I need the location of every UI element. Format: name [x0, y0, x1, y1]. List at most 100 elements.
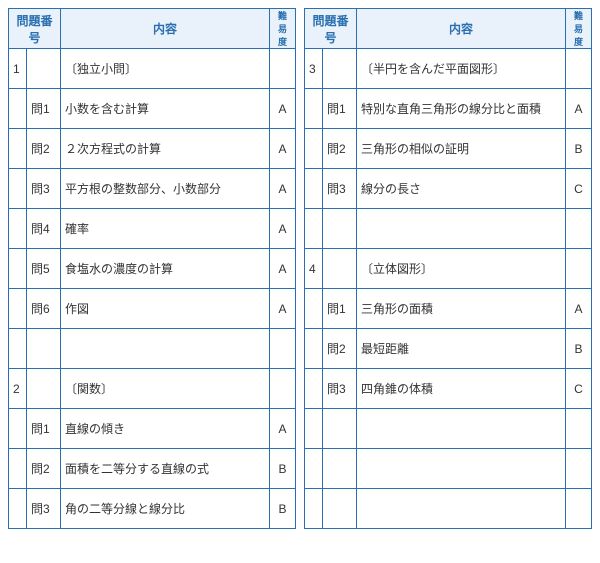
- cell-difficulty: A: [270, 289, 296, 329]
- cell-question-number: 問3: [323, 369, 357, 409]
- cell-section-number: 1: [9, 49, 27, 89]
- cell-content: 〔立体図形〕: [357, 249, 566, 289]
- cell-section-number: [305, 449, 323, 489]
- cell-difficulty: B: [566, 129, 592, 169]
- cell-content: 三角形の相似の証明: [357, 129, 566, 169]
- col-number: 問題番号: [9, 9, 61, 49]
- cell-section-number: [9, 89, 27, 129]
- cell-section-number: [9, 129, 27, 169]
- cell-content: 線分の長さ: [357, 169, 566, 209]
- table-row: 問1直線の傾きA: [9, 409, 296, 449]
- table-row: [305, 209, 592, 249]
- table-row: 問5食塩水の濃度の計算A: [9, 249, 296, 289]
- cell-question-number: [323, 249, 357, 289]
- cell-question-number: 問1: [323, 89, 357, 129]
- cell-section-number: [305, 289, 323, 329]
- cell-section-number: [305, 209, 323, 249]
- cell-question-number: 問1: [27, 409, 61, 449]
- table-row: [9, 329, 296, 369]
- cell-difficulty: A: [566, 289, 592, 329]
- cell-content: 食塩水の濃度の計算: [61, 249, 270, 289]
- cell-question-number: [27, 329, 61, 369]
- cell-content: [61, 329, 270, 369]
- cell-content: 平方根の整数部分、小数部分: [61, 169, 270, 209]
- table-row: 問4確率A: [9, 209, 296, 249]
- cell-section-number: [305, 89, 323, 129]
- table-row: 3〔半円を含んだ平面図形〕: [305, 49, 592, 89]
- cell-question-number: 問1: [323, 289, 357, 329]
- table-row: 問2面積を二等分する直線の式B: [9, 449, 296, 489]
- cell-section-number: [305, 129, 323, 169]
- table-row: 問3四角錐の体積C: [305, 369, 592, 409]
- cell-difficulty: B: [270, 489, 296, 529]
- cell-question-number: 問3: [323, 169, 357, 209]
- cell-section-number: [9, 489, 27, 529]
- cell-section-number: [9, 209, 27, 249]
- table-row: 2 〔関数〕: [9, 369, 296, 409]
- cell-difficulty: [566, 209, 592, 249]
- cell-question-number: 問2: [27, 449, 61, 489]
- cell-question-number: 問2: [27, 129, 61, 169]
- cell-difficulty: [270, 369, 296, 409]
- cell-difficulty: B: [566, 329, 592, 369]
- table-pair: 問題番号 内容 難易度 1〔独立小問〕問1小数を含む計算A問2２次方程式の計算A…: [8, 8, 592, 529]
- cell-difficulty: [566, 449, 592, 489]
- cell-question-number: 問6: [27, 289, 61, 329]
- cell-content: 最短距離: [357, 329, 566, 369]
- cell-difficulty: [270, 49, 296, 89]
- cell-content: 特別な直角三角形の線分比と面積: [357, 89, 566, 129]
- table-row: [305, 489, 592, 529]
- cell-question-number: 問3: [27, 169, 61, 209]
- cell-content: 小数を含む計算: [61, 89, 270, 129]
- cell-difficulty: A: [566, 89, 592, 129]
- cell-difficulty: [270, 329, 296, 369]
- cell-section-number: 4: [305, 249, 323, 289]
- col-difficulty: 難易度: [566, 9, 592, 49]
- cell-difficulty: [566, 489, 592, 529]
- cell-question-number: [323, 409, 357, 449]
- cell-question-number: [323, 449, 357, 489]
- table-left: 問題番号 内容 難易度 1〔独立小問〕問1小数を含む計算A問2２次方程式の計算A…: [8, 8, 296, 529]
- cell-content: 直線の傾き: [61, 409, 270, 449]
- table-row: 問2三角形の相似の証明B: [305, 129, 592, 169]
- cell-section-number: [9, 249, 27, 289]
- cell-section-number: [305, 409, 323, 449]
- cell-difficulty: A: [270, 249, 296, 289]
- table-row: 問3平方根の整数部分、小数部分A: [9, 169, 296, 209]
- table-row: 4 〔立体図形〕: [305, 249, 592, 289]
- cell-question-number: [27, 49, 61, 89]
- cell-content: [357, 489, 566, 529]
- cell-content: 角の二等分線と線分比: [61, 489, 270, 529]
- cell-section-number: 2: [9, 369, 27, 409]
- cell-question-number: [323, 209, 357, 249]
- cell-difficulty: A: [270, 129, 296, 169]
- cell-content: 〔関数〕: [61, 369, 270, 409]
- cell-content: 作図: [61, 289, 270, 329]
- cell-content: [357, 449, 566, 489]
- cell-question-number: 問1: [27, 89, 61, 129]
- cell-question-number: 問5: [27, 249, 61, 289]
- cell-difficulty: A: [270, 89, 296, 129]
- col-difficulty: 難易度: [270, 9, 296, 49]
- cell-content: 面積を二等分する直線の式: [61, 449, 270, 489]
- table-row: 問3角の二等分線と線分比B: [9, 489, 296, 529]
- cell-difficulty: B: [270, 449, 296, 489]
- cell-difficulty: [566, 49, 592, 89]
- cell-content: ２次方程式の計算: [61, 129, 270, 169]
- cell-section-number: [305, 489, 323, 529]
- cell-question-number: [323, 489, 357, 529]
- cell-difficulty: [566, 249, 592, 289]
- table-row: 問2２次方程式の計算A: [9, 129, 296, 169]
- table-row: 問6作図A: [9, 289, 296, 329]
- cell-content: [357, 209, 566, 249]
- cell-difficulty: A: [270, 409, 296, 449]
- cell-content: 四角錐の体積: [357, 369, 566, 409]
- col-number: 問題番号: [305, 9, 357, 49]
- table-row: [305, 449, 592, 489]
- cell-difficulty: A: [270, 209, 296, 249]
- cell-section-number: 3: [305, 49, 323, 89]
- cell-question-number: 問2: [323, 129, 357, 169]
- table-header-row: 問題番号 内容 難易度: [305, 9, 592, 49]
- col-content: 内容: [61, 9, 270, 49]
- cell-question-number: [323, 49, 357, 89]
